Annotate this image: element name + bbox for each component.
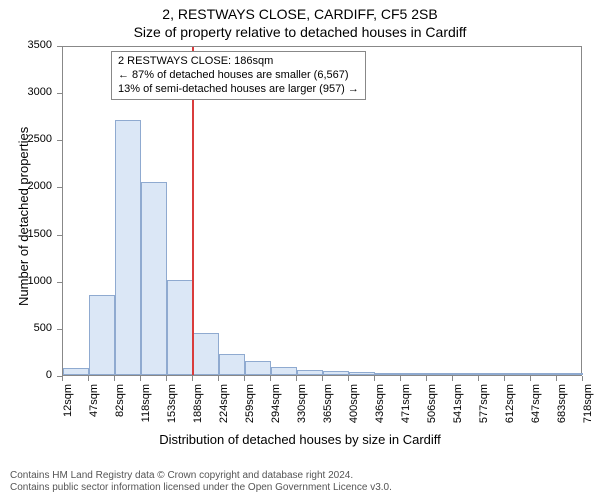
histogram-bar (401, 373, 427, 375)
x-tick-mark (192, 376, 193, 381)
histogram-bar (141, 182, 167, 375)
x-tick-label: 647sqm (530, 384, 542, 434)
x-tick-label: 471sqm (400, 384, 412, 434)
chart-title-line1: 2, RESTWAYS CLOSE, CARDIFF, CF5 2SB (0, 6, 600, 22)
annotation-box: 2 RESTWAYS CLOSE: 186sqm ← 87% of detach… (111, 51, 366, 100)
x-tick-label: 541sqm (452, 384, 464, 434)
y-tick-mark (57, 46, 62, 47)
annotation-line2: ← 87% of detached houses are smaller (6,… (118, 69, 359, 83)
histogram-bar (479, 373, 505, 375)
x-tick-label: 436sqm (374, 384, 386, 434)
x-tick-mark (270, 376, 271, 381)
x-tick-label: 612sqm (504, 384, 516, 434)
histogram-bar (531, 373, 557, 375)
footer-line2: Contains public sector information licen… (10, 482, 392, 494)
footer-line1: Contains HM Land Registry data © Crown c… (10, 470, 392, 482)
histogram-bar (115, 120, 141, 375)
x-tick-mark (504, 376, 505, 381)
x-tick-label: 188sqm (192, 384, 204, 434)
x-tick-label: 224sqm (218, 384, 230, 434)
x-tick-label: 153sqm (166, 384, 178, 434)
y-tick-mark (57, 140, 62, 141)
histogram-bar (349, 372, 375, 375)
histogram-bar (89, 295, 115, 375)
histogram-bar (323, 371, 349, 375)
x-tick-mark (62, 376, 63, 381)
x-tick-mark (140, 376, 141, 381)
x-tick-label: 118sqm (140, 384, 152, 434)
y-tick-label: 3500 (0, 39, 52, 51)
y-tick-mark (57, 93, 62, 94)
histogram-bar (193, 333, 219, 375)
x-tick-label: 683sqm (556, 384, 568, 434)
y-tick-mark (57, 329, 62, 330)
y-tick-label: 2000 (0, 180, 52, 192)
y-tick-label: 1500 (0, 228, 52, 240)
x-tick-label: 259sqm (244, 384, 256, 434)
x-tick-mark (530, 376, 531, 381)
x-tick-mark (218, 376, 219, 381)
x-tick-mark (296, 376, 297, 381)
chart-container: 2, RESTWAYS CLOSE, CARDIFF, CF5 2SB Size… (0, 0, 600, 500)
x-tick-mark (348, 376, 349, 381)
histogram-bar (63, 368, 89, 375)
x-tick-label: 365sqm (322, 384, 334, 434)
x-tick-label: 82sqm (114, 384, 126, 434)
x-tick-label: 47sqm (88, 384, 100, 434)
histogram-bar (219, 354, 245, 375)
histogram-bar (453, 373, 479, 375)
y-tick-label: 500 (0, 322, 52, 334)
x-tick-label: 294sqm (270, 384, 282, 434)
histogram-bar (505, 373, 531, 375)
histogram-bar (297, 370, 323, 375)
x-tick-label: 506sqm (426, 384, 438, 434)
x-tick-mark (452, 376, 453, 381)
x-tick-label: 718sqm (582, 384, 594, 434)
footer: Contains HM Land Registry data © Crown c… (10, 470, 392, 494)
histogram-bar (557, 373, 583, 375)
x-tick-label: 400sqm (348, 384, 360, 434)
annotation-line3: 13% of semi-detached houses are larger (… (118, 83, 359, 97)
x-axis-label: Distribution of detached houses by size … (0, 432, 600, 447)
y-tick-label: 3000 (0, 86, 52, 98)
x-tick-mark (400, 376, 401, 381)
histogram-bar (375, 373, 401, 375)
y-tick-mark (57, 282, 62, 283)
chart-title-line2: Size of property relative to detached ho… (0, 24, 600, 40)
x-tick-mark (244, 376, 245, 381)
histogram-bar (427, 373, 453, 375)
histogram-bar (167, 280, 193, 375)
x-tick-mark (478, 376, 479, 381)
x-tick-mark (166, 376, 167, 381)
x-tick-mark (114, 376, 115, 381)
x-tick-mark (556, 376, 557, 381)
histogram-bar (271, 367, 297, 375)
x-tick-mark (426, 376, 427, 381)
annotation-line1: 2 RESTWAYS CLOSE: 186sqm (118, 55, 359, 69)
y-tick-label: 1000 (0, 275, 52, 287)
y-tick-mark (57, 235, 62, 236)
x-tick-mark (322, 376, 323, 381)
y-tick-label: 0 (0, 369, 52, 381)
x-tick-mark (88, 376, 89, 381)
x-tick-mark (582, 376, 583, 381)
x-tick-label: 12sqm (62, 384, 74, 434)
y-tick-mark (57, 187, 62, 188)
x-tick-mark (374, 376, 375, 381)
histogram-bar (245, 361, 271, 375)
y-tick-label: 2500 (0, 133, 52, 145)
x-tick-label: 330sqm (296, 384, 308, 434)
plot-area: 2 RESTWAYS CLOSE: 186sqm ← 87% of detach… (62, 46, 582, 376)
x-tick-label: 577sqm (478, 384, 490, 434)
